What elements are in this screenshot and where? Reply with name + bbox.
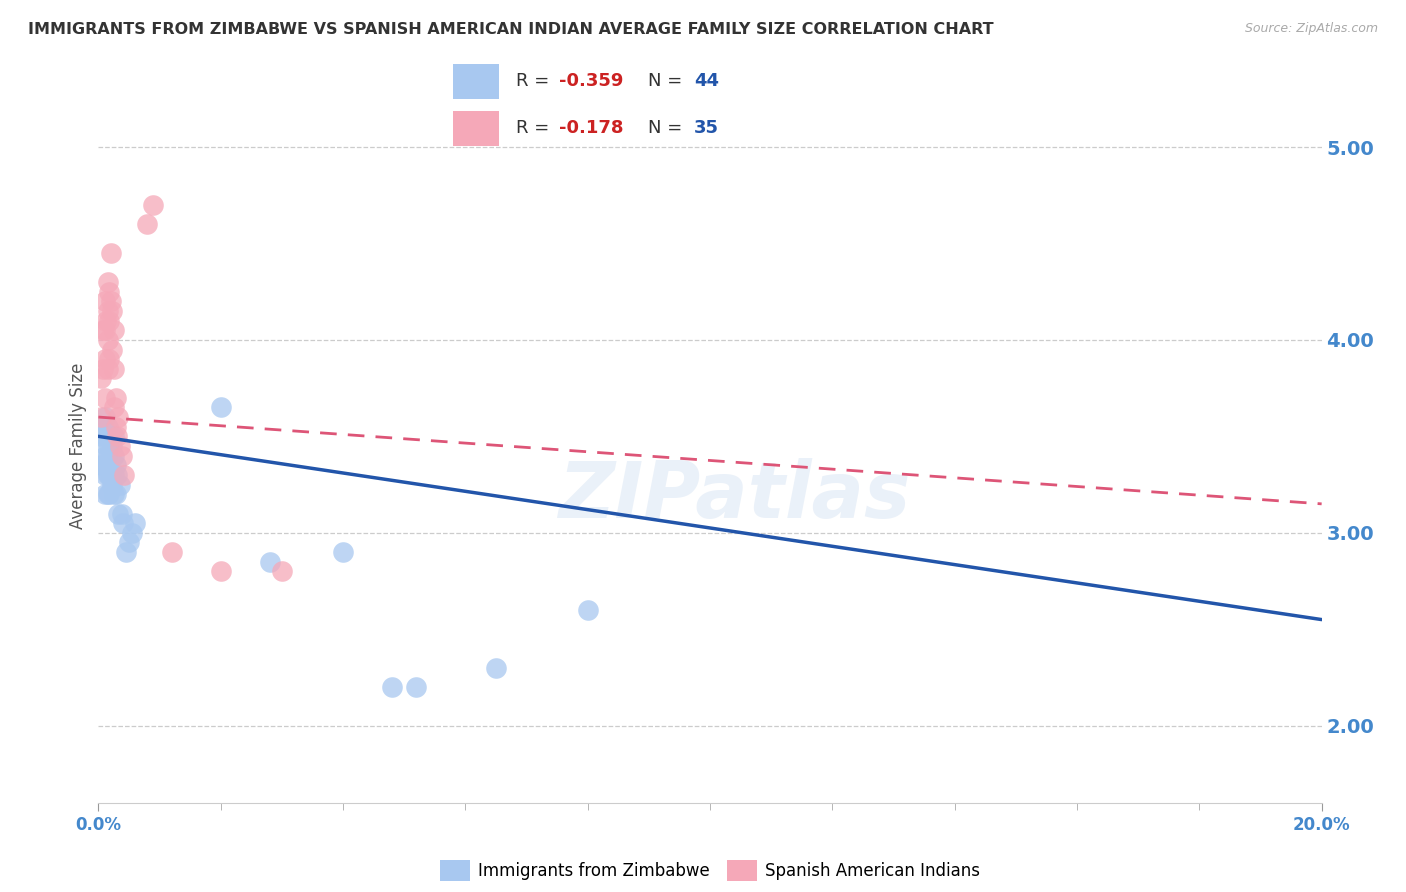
Point: [94, 313, 117, 327]
Legend: Immigrants from Zimbabwe, Spanish American Indians: Immigrants from Zimbabwe, Spanish Americ…: [433, 854, 987, 888]
Point: [101, 477, 124, 491]
Point: [136, 217, 159, 231]
Point: [97, 333, 120, 347]
Text: -0.359: -0.359: [558, 72, 623, 90]
Point: [121, 525, 143, 540]
Point: [97, 275, 120, 289]
Point: [124, 516, 146, 530]
Point: [104, 458, 127, 473]
Point: [98, 487, 121, 501]
Point: [90, 429, 112, 443]
Point: [93, 467, 115, 482]
Point: [100, 429, 122, 443]
Point: [98, 467, 121, 482]
Point: [104, 487, 127, 501]
Point: [91, 458, 114, 473]
Point: [485, 661, 508, 675]
Point: [103, 362, 125, 376]
Point: [103, 467, 125, 482]
Point: [93, 410, 115, 425]
Point: [103, 449, 125, 463]
Point: [270, 565, 292, 579]
Point: [97, 467, 120, 482]
Point: [93, 429, 115, 443]
Point: [107, 410, 129, 425]
Point: [93, 294, 115, 309]
Point: [209, 565, 232, 579]
Point: [108, 439, 131, 453]
Point: [104, 391, 127, 405]
Point: [107, 507, 129, 521]
Bar: [453, 64, 499, 99]
Point: [97, 362, 120, 376]
Text: N =: N =: [648, 72, 688, 90]
Point: [91, 419, 114, 434]
Text: Source: ZipAtlas.com: Source: ZipAtlas.com: [1244, 22, 1378, 36]
Point: [142, 198, 165, 212]
Text: ZIPatlas: ZIPatlas: [558, 458, 911, 534]
Point: [209, 401, 232, 415]
Point: [91, 323, 114, 337]
Point: [100, 246, 122, 260]
Point: [104, 419, 127, 434]
Point: [93, 352, 115, 367]
Point: [103, 487, 125, 501]
Point: [576, 603, 599, 617]
Point: [381, 680, 404, 694]
Point: [115, 545, 138, 559]
Point: [101, 439, 124, 453]
Point: [101, 304, 124, 318]
Point: [111, 516, 134, 530]
Text: 35: 35: [695, 120, 718, 137]
Point: [90, 458, 112, 473]
Text: 44: 44: [695, 72, 718, 90]
Text: IMMIGRANTS FROM ZIMBABWE VS SPANISH AMERICAN INDIAN AVERAGE FAMILY SIZE CORRELAT: IMMIGRANTS FROM ZIMBABWE VS SPANISH AMER…: [28, 22, 994, 37]
Point: [90, 410, 112, 425]
Point: [101, 343, 124, 357]
Point: [259, 555, 281, 569]
Point: [97, 304, 120, 318]
Point: [93, 323, 115, 337]
Point: [103, 323, 125, 337]
Point: [93, 449, 115, 463]
Point: [100, 467, 122, 482]
Point: [332, 545, 354, 559]
Point: [98, 285, 121, 299]
Point: [94, 458, 117, 473]
Point: [98, 313, 121, 327]
Point: [97, 419, 120, 434]
Point: [112, 467, 135, 482]
Point: [91, 362, 114, 376]
Point: [98, 439, 121, 453]
Point: [118, 535, 141, 549]
Point: [98, 352, 121, 367]
Point: [103, 401, 125, 415]
Y-axis label: Average Family Size: Average Family Size: [69, 363, 87, 529]
Text: R =: R =: [516, 120, 554, 137]
Point: [108, 477, 131, 491]
Point: [93, 487, 115, 501]
Point: [111, 507, 134, 521]
Point: [97, 449, 120, 463]
Point: [90, 371, 112, 385]
Point: [93, 391, 115, 405]
Bar: [453, 111, 499, 145]
Point: [100, 294, 122, 309]
Text: N =: N =: [648, 120, 688, 137]
Point: [105, 429, 128, 443]
Point: [103, 429, 125, 443]
Text: -0.178: -0.178: [558, 120, 623, 137]
Point: [405, 680, 427, 694]
Point: [160, 545, 183, 559]
Point: [105, 467, 128, 482]
Text: R =: R =: [516, 72, 554, 90]
Point: [111, 449, 134, 463]
Point: [94, 439, 117, 453]
Point: [97, 487, 120, 501]
